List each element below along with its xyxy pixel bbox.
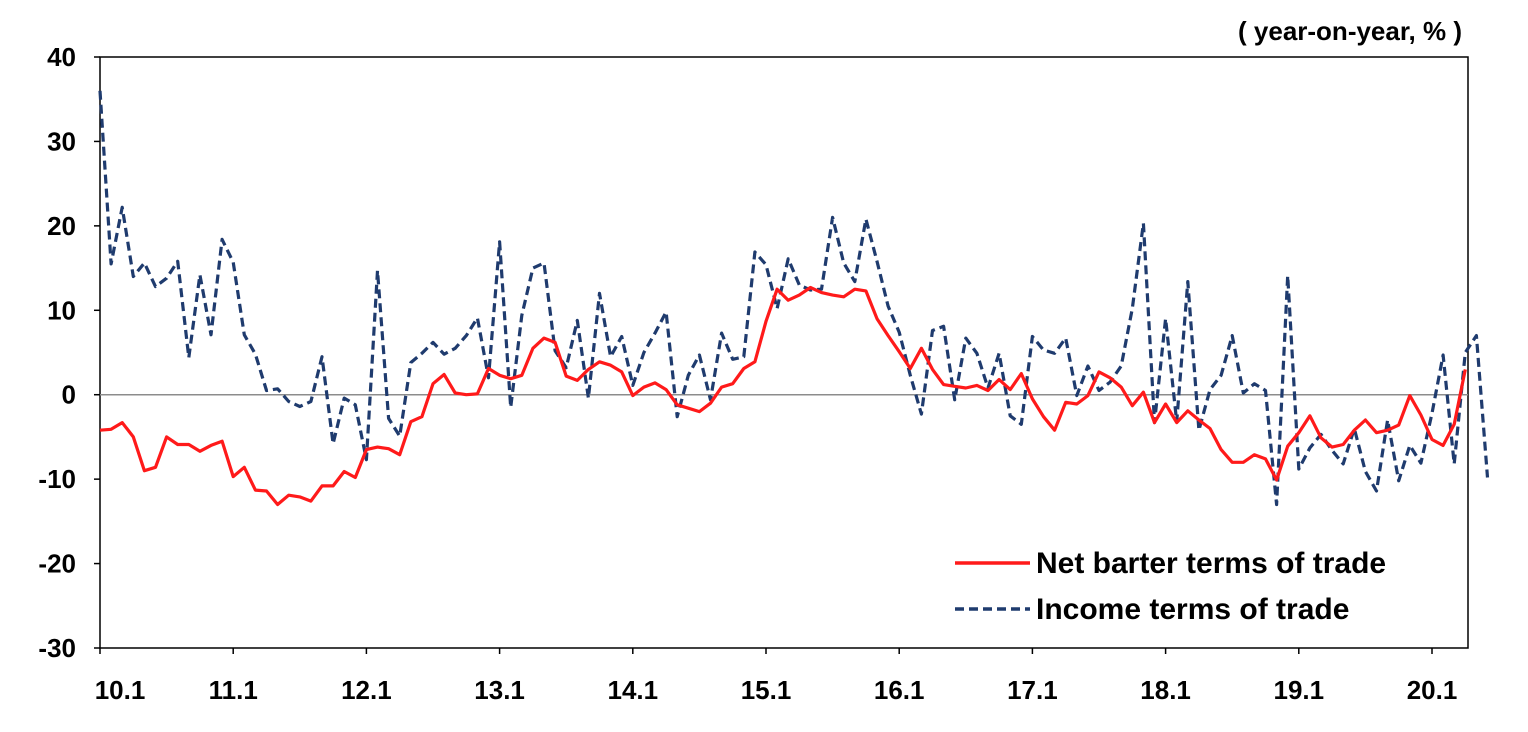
x-axis: 10.1 11.1 12.1 13.1 14.1 15.1 16.1 17.1 18.1 19.1… <box>95 648 1458 705</box>
x-tick-label: 15.1 <box>741 675 792 705</box>
y-tick-label: 40 <box>47 42 76 72</box>
plot-area-border <box>99 56 1469 649</box>
unit-label: ( year-on-year, % ) <box>1238 16 1462 46</box>
x-tick-label: 19.1 <box>1273 675 1324 705</box>
y-tick-label: 10 <box>47 295 76 325</box>
x-tick-label: 16.1 <box>874 675 925 705</box>
y-tick-label: -30 <box>38 633 76 663</box>
x-tick-label: 12.1 <box>341 675 392 705</box>
y-tick-label: 0 <box>62 380 76 410</box>
legend-label-net-barter: Net barter terms of trade <box>1036 547 1386 580</box>
series-layer <box>98 90 1490 507</box>
series-line-net-barter <box>99 285 1467 507</box>
y-tick-label: 30 <box>47 126 76 156</box>
legend: Net barter terms of trade Income terms o… <box>955 547 1386 626</box>
x-tick-label: 18.1 <box>1140 675 1191 705</box>
x-tick-label: 11.1 <box>209 675 258 705</box>
y-tick-label: -20 <box>38 549 76 579</box>
x-tick-label: 14.1 <box>607 675 658 705</box>
legend-label-income: Income terms of trade <box>1036 593 1349 626</box>
y-tick-label: -10 <box>38 464 76 494</box>
x-tick-label: 10.1 <box>95 675 146 705</box>
y-axis: 40 30 20 10 0 -10 -20 -30 <box>38 42 100 663</box>
x-tick-label: 13.1 <box>474 675 525 705</box>
x-tick-label: 17.1 <box>1007 675 1058 705</box>
x-tick-label: 20.1 <box>1407 675 1458 705</box>
series-line-income <box>98 90 1490 507</box>
y-tick-label: 20 <box>47 211 76 241</box>
